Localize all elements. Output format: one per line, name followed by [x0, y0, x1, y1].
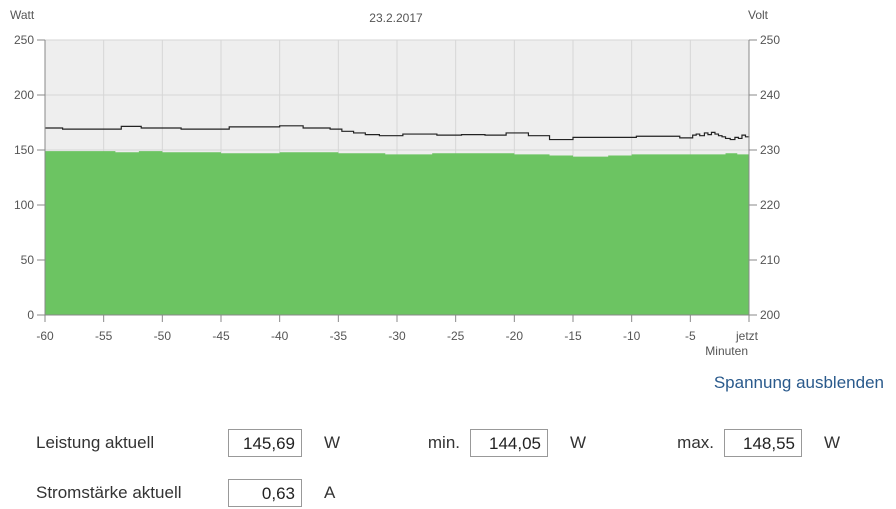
min-unit: W	[570, 433, 587, 452]
x-tick-label: -25	[447, 329, 465, 343]
x-tick-label: -45	[212, 329, 230, 343]
max-value: 148,55	[724, 429, 802, 457]
left-axis-label: Watt	[10, 8, 35, 22]
current-label: Stromstärke aktuell	[36, 483, 182, 502]
x-tick-label: -40	[271, 329, 289, 343]
x-tick-label: jetzt	[735, 329, 759, 343]
y-left-tick-label: 200	[14, 88, 34, 102]
power-value: 145,69	[228, 429, 302, 457]
y-right-tick-label: 220	[760, 198, 780, 212]
x-tick-label: -60	[36, 329, 54, 343]
x-tick-label: -35	[330, 329, 348, 343]
power-voltage-chart: 0 50 100 150 200 250 200 210 220 230 240 250 -60 -55 -…	[10, 8, 780, 358]
min-label: min.	[427, 433, 460, 452]
power-label: Leistung aktuell	[36, 433, 155, 452]
y-right-tick-label: 210	[760, 253, 780, 267]
x-tick-label: -5	[685, 329, 696, 343]
y-left-tick-label: 50	[21, 253, 35, 267]
x-tick-label: -50	[154, 329, 172, 343]
chart-title: 23.2.2017	[369, 11, 423, 25]
y-right-tick-label: 250	[760, 33, 780, 47]
x-tick-label: -30	[388, 329, 406, 343]
toggle-voltage-link[interactable]: Spannung ausblenden	[713, 373, 884, 392]
y-right-tick-label: 200	[760, 308, 780, 322]
y-left-tick-label: 100	[14, 198, 34, 212]
stats-row-power: Leistung aktuell 145,69 W min. 144,05 W …	[36, 427, 854, 459]
min-group: min. 144,05 W	[398, 429, 600, 457]
x-tick-label: -20	[506, 329, 524, 343]
x-tick-label: -55	[95, 329, 113, 343]
y-left-tick-label: 0	[27, 308, 34, 322]
x-axis-label: Minuten	[705, 344, 748, 358]
power-area	[45, 151, 749, 315]
min-value: 144,05	[470, 429, 548, 457]
y-left-tick-label: 150	[14, 143, 34, 157]
x-tick-label: -15	[564, 329, 582, 343]
current-unit: A	[324, 483, 336, 502]
max-unit: W	[824, 433, 841, 452]
power-unit: W	[324, 433, 341, 452]
stats-row-current: Stromstärke aktuell 0,63 A	[36, 477, 354, 509]
voltage-line	[45, 125, 750, 141]
x-tick-label: -10	[623, 329, 641, 343]
right-axis-label: Volt	[748, 8, 769, 22]
series-layer	[45, 125, 750, 315]
max-group: max. 148,55 W	[644, 429, 854, 457]
y-right-tick-label: 240	[760, 88, 780, 102]
y-left-tick-label: 250	[14, 33, 34, 47]
y-right-tick-label: 230	[760, 143, 780, 157]
max-label: max.	[677, 433, 714, 452]
current-value: 0,63	[228, 479, 302, 507]
axes-layer: 0 50 100 150 200 250 200 210 220 230 240 250 -60 -55 -…	[14, 33, 780, 343]
